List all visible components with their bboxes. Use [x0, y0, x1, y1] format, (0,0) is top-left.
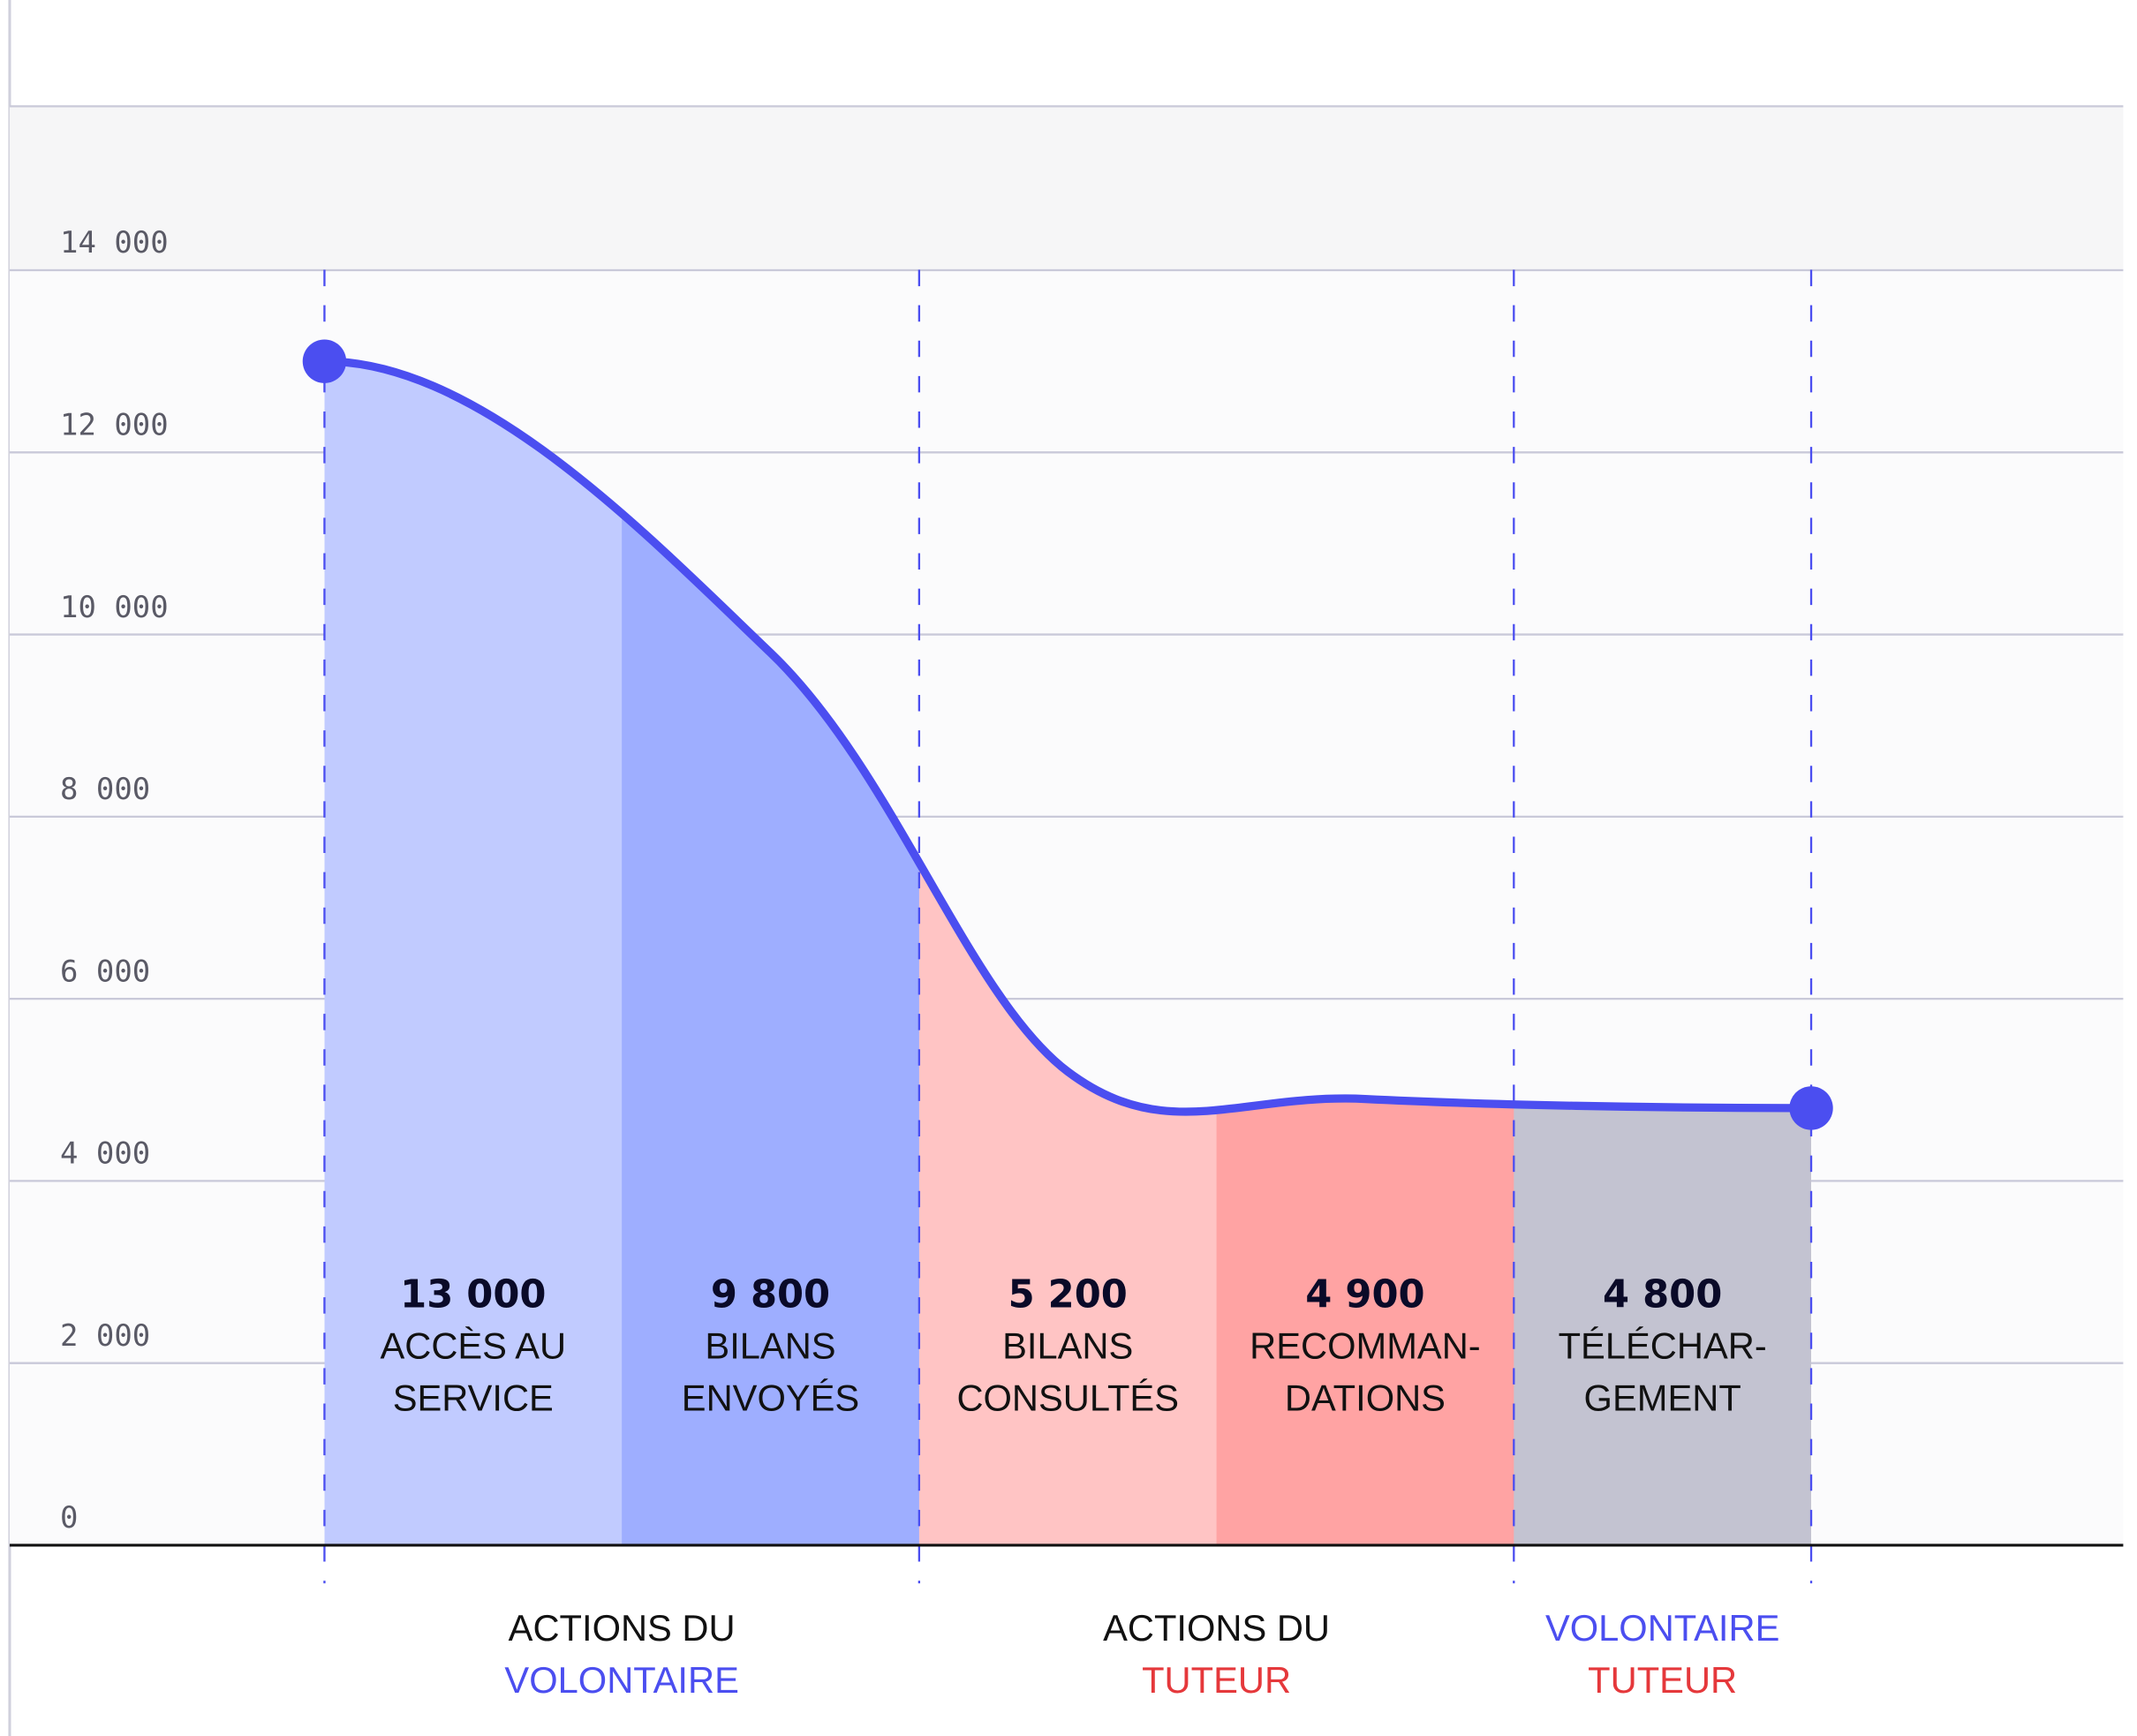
- category-label: TÉLÉCHAR-: [1559, 1325, 1767, 1367]
- category-label: ENVOYÉS: [682, 1377, 859, 1418]
- plot-band: [9, 106, 2124, 271]
- funnel-line: [324, 357, 1812, 1116]
- value-label: 4 800: [1603, 1273, 1722, 1317]
- segment: [324, 361, 623, 1545]
- group-label: TUTEUR: [1588, 1659, 1737, 1701]
- y-tick-label: 0: [60, 1500, 78, 1536]
- end-dot: [302, 339, 347, 383]
- category-label: ACCÈS AU: [380, 1325, 566, 1367]
- y-tick-label: 14 000: [60, 225, 169, 260]
- category-label: RECOMMAN-: [1250, 1325, 1481, 1367]
- y-tick-label: 10 000: [60, 590, 169, 625]
- category-label: SERVICE: [393, 1377, 554, 1418]
- y-tick-label: 12 000: [60, 407, 169, 442]
- category-label: BILANS: [1002, 1325, 1133, 1367]
- y-tick-label: 8 000: [60, 772, 150, 807]
- category-label: DATIONS: [1285, 1377, 1446, 1418]
- group-label: ACTIONS DU: [509, 1607, 736, 1649]
- value-label: 13 000: [400, 1273, 546, 1317]
- category-label: BILANS: [705, 1325, 835, 1367]
- category-label: GEMENT: [1584, 1377, 1741, 1418]
- value-label: 4 900: [1305, 1273, 1424, 1317]
- category-label: CONSULTÉS: [956, 1377, 1179, 1418]
- y-tick-label: 6 000: [60, 954, 150, 989]
- group-label: VOLONTAIRE: [504, 1659, 738, 1701]
- group-label: TUTEUR: [1142, 1659, 1291, 1701]
- value-label: 5 200: [1008, 1273, 1128, 1317]
- value-label: 9 800: [711, 1273, 830, 1317]
- group-label: ACTIONS DU: [1103, 1607, 1330, 1649]
- group-label: VOLONTAIRE: [1545, 1607, 1779, 1649]
- y-tick-label: 2 000: [60, 1318, 150, 1354]
- y-tick-label: 4 000: [60, 1136, 150, 1172]
- end-dot: [1789, 1086, 1833, 1130]
